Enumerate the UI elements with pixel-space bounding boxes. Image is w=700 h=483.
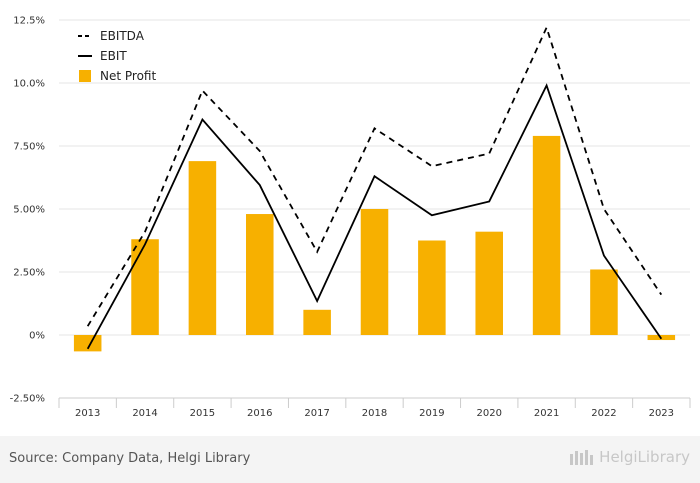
- x-tick-label: 2023: [649, 408, 674, 419]
- bar-net-profit: [475, 231, 503, 335]
- x-tick-label: 2014: [132, 408, 157, 419]
- source-text: Source: Company Data, Helgi Library: [9, 451, 251, 466]
- line-ebit: [86, 83, 663, 350]
- legend-swatch-net-profit: [79, 70, 91, 82]
- brand-logo[interactable]: HelgiLibrary: [569, 448, 690, 466]
- chart: -2.50% 0% 2.50% 5.00% 7.50% 10.0% 12.5% 2013 201…: [10, 16, 691, 419]
- x-tick-label: 2022: [591, 408, 616, 419]
- y-tick-label: 7.50%: [13, 142, 45, 153]
- bar-net-profit: [303, 309, 331, 335]
- x-tick-label: 2017: [304, 408, 329, 419]
- y-tick-label: 12.5%: [13, 16, 45, 27]
- legend-label-ebit: EBIT: [100, 49, 127, 63]
- bar-net-profit: [188, 161, 217, 335]
- y-tick-label: 5.00%: [13, 205, 45, 216]
- bar-net-profit: [73, 335, 102, 352]
- bar-net-profit: [131, 239, 159, 335]
- legend-label-net-profit: Net Profit: [100, 69, 156, 83]
- bar-net-profit: [246, 214, 274, 335]
- bar-net-profit: [418, 240, 446, 335]
- legend-label-ebitda: EBITDA: [100, 29, 145, 43]
- line-ebitda: [86, 25, 663, 327]
- y-tick-label: -2.50%: [10, 394, 45, 405]
- x-tick-label: 2018: [362, 408, 387, 419]
- y-tick-label: 2.50%: [13, 268, 45, 279]
- bar-net-profit: [590, 269, 618, 335]
- x-tick-label: 2020: [477, 408, 502, 419]
- x-tick-label: 2013: [75, 408, 100, 419]
- x-tick-label: 2016: [247, 408, 272, 419]
- footer: Source: Company Data, Helgi Library Helg…: [0, 436, 700, 483]
- x-tick-label: 2021: [534, 408, 559, 419]
- x-tick-label: 2015: [190, 408, 215, 419]
- bar-net-profit: [532, 135, 561, 335]
- library-icon: [570, 450, 594, 465]
- x-tick-label: 2019: [419, 408, 444, 419]
- brand-name: HelgiLibrary: [599, 448, 690, 466]
- bar-net-profit: [360, 209, 389, 335]
- y-tick-label: 10.0%: [13, 79, 45, 90]
- y-tick-label: 0%: [29, 331, 45, 342]
